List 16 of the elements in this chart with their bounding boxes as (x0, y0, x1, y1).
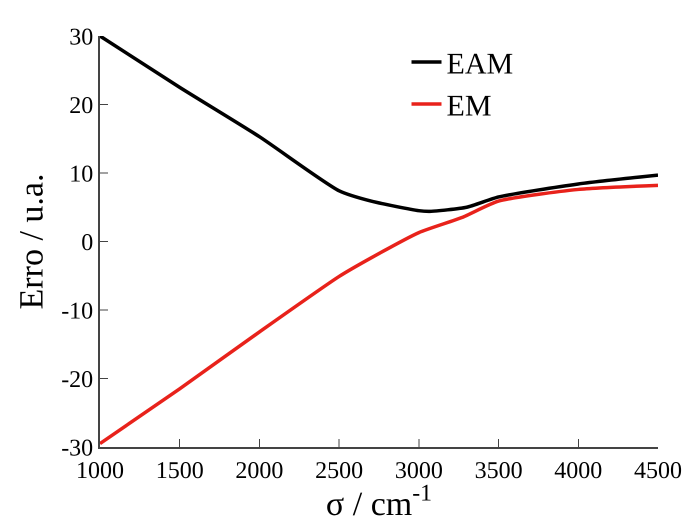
y-axis-title: Erro / u.a. (13, 174, 50, 310)
legend-label: EM (446, 90, 492, 123)
x-tick-label: 4500 (634, 458, 682, 484)
x-tick-label: 2000 (235, 458, 284, 484)
y-tick-label: 20 (69, 92, 94, 119)
y-tick-label: 10 (69, 161, 94, 188)
y-tick-label: 0 (81, 230, 94, 256)
x-tick-label: 4000 (554, 458, 602, 484)
y-tick-label: -20 (61, 366, 94, 393)
line-series (100, 36, 658, 214)
line-series (100, 184, 658, 446)
y-tick-label: -10 (61, 298, 94, 324)
y-tick-label: 30 (69, 24, 94, 50)
x-tick-label: 1500 (156, 458, 204, 484)
legend-label: EAM (446, 48, 514, 81)
x-tick-label: 3500 (474, 458, 523, 484)
